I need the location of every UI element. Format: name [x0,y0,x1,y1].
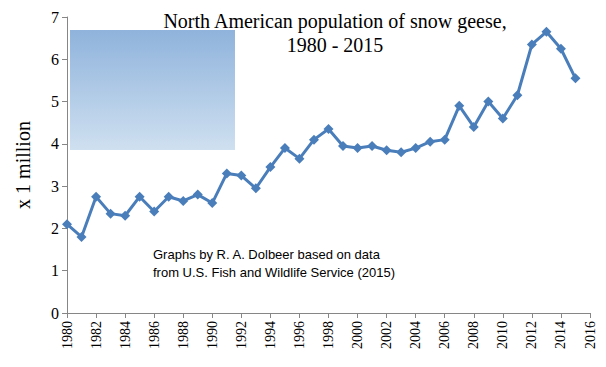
svg-text:1988: 1988 [176,321,191,349]
svg-text:1: 1 [51,262,59,279]
svg-text:1996: 1996 [292,321,307,349]
svg-text:1992: 1992 [234,321,249,349]
svg-text:1998: 1998 [321,321,336,349]
svg-text:1980 - 2015: 1980 - 2015 [287,34,384,56]
svg-text:2016: 2016 [583,321,598,349]
svg-text:1984: 1984 [118,321,133,349]
svg-text:2004: 2004 [408,321,423,349]
svg-text:1994: 1994 [263,321,278,349]
svg-text:4: 4 [51,135,59,152]
svg-text:2000: 2000 [350,321,365,349]
svg-text:2012: 2012 [524,321,539,349]
svg-text:from U.S. Fish and Wildlife Se: from U.S. Fish and Wildlife Service (201… [153,265,395,280]
svg-text:2008: 2008 [466,321,481,349]
svg-text:0: 0 [51,305,59,322]
svg-text:2002: 2002 [379,321,394,349]
svg-text:x 1 million: x 1 million [12,121,34,209]
svg-text:3: 3 [51,178,59,195]
svg-text:1982: 1982 [89,321,104,349]
svg-text:2010: 2010 [495,321,510,349]
svg-text:1980: 1980 [60,321,75,349]
svg-text:2014: 2014 [553,321,568,349]
svg-text:1990: 1990 [205,321,220,349]
svg-text:North American population of s: North American population of snow geese, [163,10,506,33]
svg-text:7: 7 [51,9,59,26]
svg-text:6: 6 [51,51,59,68]
svg-text:2: 2 [51,220,59,237]
svg-text:1986: 1986 [147,321,162,349]
svg-text:5: 5 [51,93,59,110]
svg-text:2006: 2006 [437,321,452,349]
svg-text:Graphs by R. A. Dolbeer based: Graphs by R. A. Dolbeer based on data [153,247,381,262]
